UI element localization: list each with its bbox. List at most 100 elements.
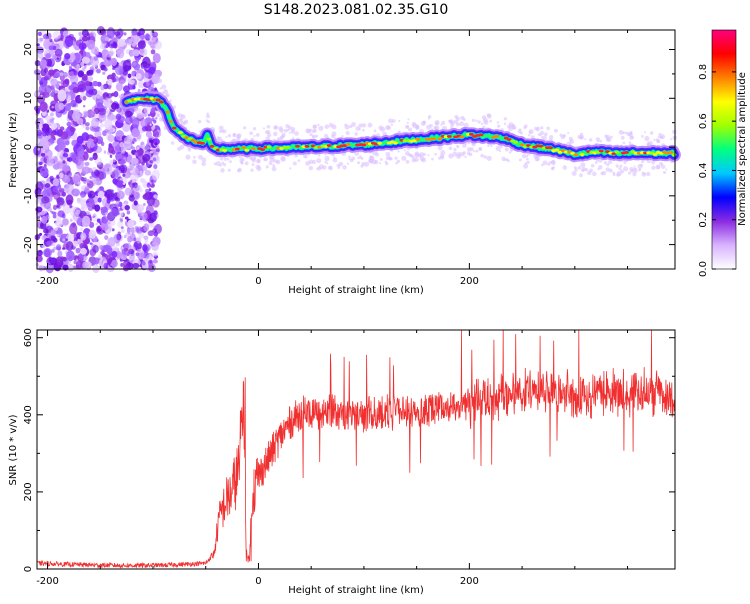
spectrogram-noise-blob <box>99 123 105 128</box>
spectrogram-noise-blob <box>103 244 112 253</box>
spectrogram-halo-dot <box>198 119 202 124</box>
spectrogram-halo-dot <box>665 168 668 171</box>
spectrogram-noise-blob <box>86 200 90 203</box>
spectrogram-halo-dot <box>453 119 459 124</box>
spectrogram-halo-dot <box>453 147 457 152</box>
spectrogram-ridge-core <box>304 145 310 148</box>
spectrogram-halo-dot <box>632 172 637 177</box>
snr-frame <box>36 329 676 570</box>
spectrogram-noise-blob <box>128 39 133 44</box>
spectrogram-halo-dot <box>220 168 225 173</box>
spectrogram-noise-blob <box>60 80 65 86</box>
spectrogram-halo-dot <box>232 134 236 138</box>
spectrogram-noise-blob <box>73 69 78 76</box>
spectrogram-noise-blob <box>148 66 156 75</box>
spectrogram-noise-blob <box>142 244 148 252</box>
spectrogram-noise-blob <box>107 237 116 247</box>
spectrogram-halo-dot <box>225 136 228 139</box>
spectrogram-halo-dot <box>223 157 228 161</box>
spectrogram-halo-dot <box>388 118 393 124</box>
spectrogram-noise-blob <box>52 31 61 40</box>
spectrogram-halo-dot <box>542 135 547 141</box>
spectrogram-noise-blob <box>45 58 53 67</box>
spectrogram-noise-blob <box>142 165 148 172</box>
spectrogram-noise-blob <box>127 73 132 79</box>
spectrogram-halo-dot <box>180 121 186 126</box>
spectrogram-noise-blob <box>41 85 44 89</box>
spectrogram-noise-blob <box>80 247 87 255</box>
spectrogram-ridge-core <box>222 148 228 152</box>
spectrogram-noise-blob <box>144 145 151 151</box>
snr-x-tick-label: 200 <box>460 576 479 587</box>
spectrogram-noise-blob <box>50 258 55 264</box>
spectrogram-halo-dot <box>415 125 420 130</box>
spectrogram-noise-blob <box>153 164 158 170</box>
spectrogram-noise-blob <box>68 102 71 107</box>
spectrogram-halo-dot <box>503 117 508 121</box>
spectrogram-noise-blob <box>50 112 54 117</box>
spectrogram-halo-dot <box>318 125 324 131</box>
spectrogram-halo-dot <box>569 140 572 143</box>
snr-y-tick-label: 400 <box>23 405 34 424</box>
spectrogram-noise-blob <box>131 167 139 176</box>
spectrogram-halo-dot <box>661 164 666 169</box>
spectrogram-halo-dot <box>584 138 587 141</box>
spectrogram-noise-blob <box>152 130 160 138</box>
spectrogram-halo-dot <box>249 156 253 161</box>
spectrogram-noise-blob <box>122 173 126 177</box>
spectrogram-noise-blob <box>96 218 101 223</box>
spectrogram-ridge-core <box>415 137 421 141</box>
spectrogram-halo-dot <box>649 131 654 135</box>
spectrogram-halo-dot <box>534 156 540 162</box>
spectrogram-noise-blob <box>107 78 113 86</box>
spectrogram-noise-blob <box>46 188 52 196</box>
spectrogram-ridge-core <box>178 131 183 134</box>
spectrogram-noise-blob <box>81 36 89 42</box>
spectrogram-halo-dot <box>364 161 370 167</box>
spectrogram-y-label: Frequency (Hz) <box>8 112 19 188</box>
spectrogram-halo-dot <box>542 160 548 166</box>
spectrogram-ridge-core <box>326 144 332 147</box>
spectrogram-halo-dot <box>265 165 269 169</box>
spectrogram-noise-blob <box>95 222 99 226</box>
spectrogram-noise-blob <box>142 154 151 162</box>
spectrogram-noise-blob <box>73 260 77 265</box>
spectrogram-noise-blob <box>71 188 81 197</box>
spectrogram-halo-dot <box>401 155 407 161</box>
spectrogram-halo-dot <box>278 126 283 131</box>
spectrogram-noise-blob <box>124 216 129 220</box>
spectrogram-noise-blob <box>82 110 89 119</box>
spectrogram-halo-dot <box>217 136 223 141</box>
spectrogram-noise-blob <box>37 51 44 60</box>
colorbar-gradient <box>711 29 737 270</box>
snr-x-ticks: -200 0 200 <box>36 330 629 587</box>
spectrogram-noise-blob <box>36 46 44 54</box>
spectrogram-noise-blob <box>80 232 87 241</box>
spectrogram-noise-blob <box>149 139 154 144</box>
spectrogram-noise-blob <box>46 156 54 167</box>
spectrogram-noise-blob <box>64 35 74 48</box>
spectrogram-halo-dot <box>411 121 417 127</box>
spectrogram-noise-blob <box>94 204 101 212</box>
spectrogram-noise-blob <box>89 157 94 161</box>
spectrogram-noise-blob <box>132 85 136 90</box>
spectrogram-noise-blob <box>151 241 159 252</box>
spectrogram-halo-dot <box>541 163 544 167</box>
spectrogram-ridge <box>119 90 681 163</box>
spectrogram-halo-dot <box>462 143 467 148</box>
spectrogram-noise-blob <box>57 141 66 151</box>
colorbar-tick-label: 0.8 <box>698 64 709 80</box>
spectrogram-halo-dot <box>523 163 529 169</box>
spectrogram-ridge-core <box>513 140 519 144</box>
spectrogram-halo-dot <box>250 168 254 172</box>
spectrogram-noise-blob <box>139 48 145 54</box>
spectrogram-noise-blob <box>36 249 43 257</box>
spectrogram-noise-blob <box>39 37 44 42</box>
spectrogram-halo-dot <box>323 133 329 139</box>
spectrogram-halo-dot <box>290 129 295 134</box>
spectrogram-noise-blob <box>127 219 134 229</box>
spectrogram-noise-blob <box>153 119 157 124</box>
spectrogram-halo-dot <box>219 129 222 133</box>
spectrogram-ridge-core <box>209 144 215 148</box>
spectrogram-noise-blob <box>152 228 157 233</box>
